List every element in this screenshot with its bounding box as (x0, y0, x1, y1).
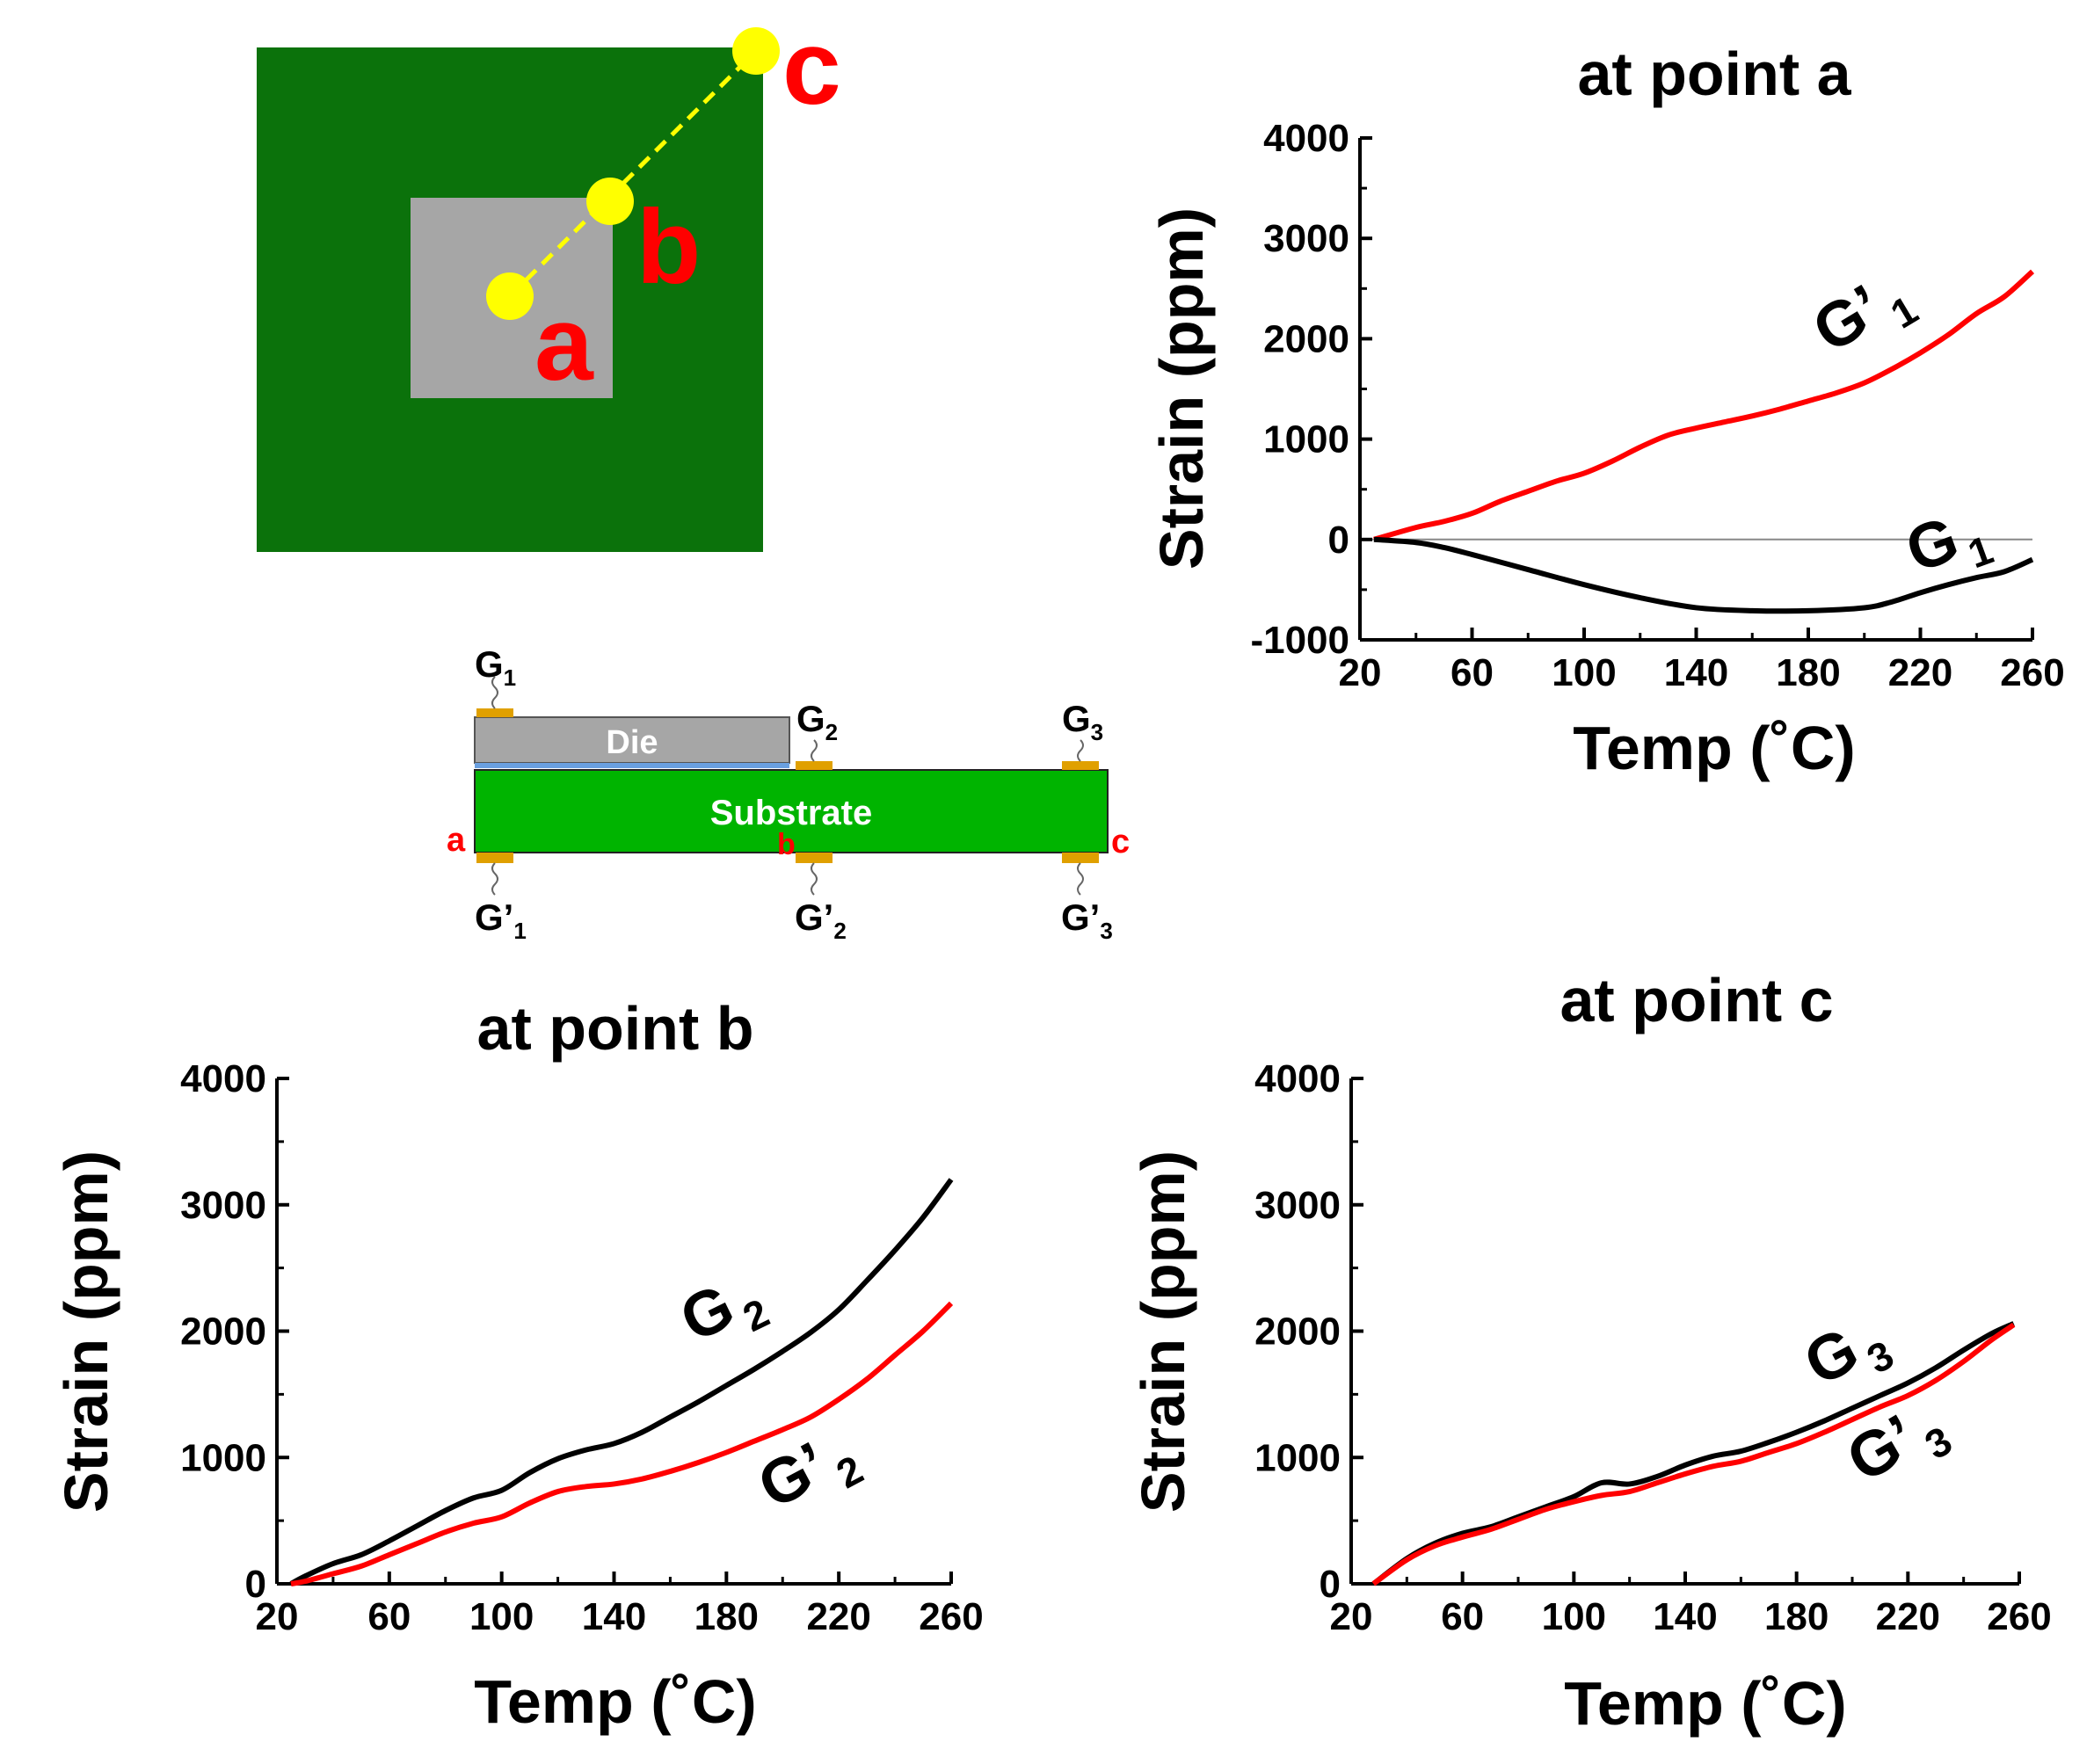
x-tick-label: 100 (1552, 651, 1616, 694)
y-tick-label: 4000 (180, 1057, 266, 1100)
gauge-label-g3-prime: G’3 (1061, 897, 1113, 944)
x-tick-label: 20 (1330, 1595, 1373, 1638)
gauge-wire-g1-prime (491, 862, 498, 896)
series-line-g2 (289, 1178, 954, 1586)
y-axis-label: Strain (ppm) (1147, 207, 1216, 570)
x-tick-label: 220 (806, 1595, 870, 1638)
gauge-label-g2-prime: G’2 (795, 897, 847, 944)
series-label: G1 (1897, 493, 1999, 596)
x-axis-label: Temp (˚C) (1564, 1669, 1846, 1738)
gauge-pad-g3-prime (1062, 853, 1099, 863)
x-tick-label: 140 (582, 1595, 646, 1638)
top-view-schematic: a b c (257, 9, 841, 552)
chart-point-a: -1000 0 1000 2000 3000 4000 20 60 100 140 180 220 26… (1147, 40, 2065, 782)
cross-section-label-c: c (1111, 824, 1130, 860)
gauge-wire-g1 (491, 676, 498, 709)
y-tick-label: 2000 (180, 1310, 266, 1354)
y-tick-label: 2000 (1254, 1310, 1341, 1354)
cross-section-label-b: b (777, 828, 796, 861)
x-tick-label: 140 (1664, 651, 1728, 694)
cross-section-label-a: a (447, 822, 466, 859)
chart-point-b: 0 1000 2000 3000 4000 20 60 100 140 180 220 260 at p… (52, 994, 984, 1736)
die-attach-layer (475, 763, 789, 768)
series-line-g2-prime (290, 1301, 954, 1586)
y-tick-label: 3000 (180, 1184, 266, 1227)
cross-section-schematic: Die Substrate G1 G2 G3 G’1 G’2 G’3 a b c (447, 643, 1130, 944)
x-axis-label: Temp (˚C) (474, 1667, 756, 1736)
gauge-wire-g3-prime (1077, 862, 1084, 896)
x-tick-label: 260 (1987, 1595, 2051, 1638)
point-label-b: b (636, 188, 701, 306)
y-axis-label: Strain (ppm) (1129, 1151, 1197, 1513)
gauge-label-g1-prime: G’1 (475, 897, 527, 944)
gauge-label-g3: G3 (1062, 698, 1103, 745)
chart-point-c: 0 1000 2000 3000 4000 20 60 100 140 180 220 260 at p… (1129, 966, 2052, 1738)
chart-title: at point c (1560, 966, 1833, 1034)
x-tick-label: 180 (1764, 1595, 1829, 1638)
x-tick-label: 60 (367, 1595, 411, 1638)
die-cross-section (474, 716, 790, 764)
series-label: G’1 (1801, 257, 1925, 375)
series-line-g1-prime (1373, 269, 2035, 542)
x-tick-label: 20 (256, 1595, 299, 1638)
substrate-cross-section (474, 769, 1109, 853)
chart-title: at point b (477, 994, 754, 1063)
y-tick-label: 3000 (1263, 217, 1349, 260)
y-tick-label: 4000 (1254, 1057, 1341, 1100)
x-tick-label: 260 (919, 1595, 983, 1638)
x-tick-label: 20 (1339, 651, 1382, 694)
y-tick-label: 1000 (1263, 418, 1349, 461)
y-tick-label: 0 (1328, 519, 1349, 562)
x-tick-label: 100 (1542, 1595, 1606, 1638)
x-tick-label: 60 (1441, 1595, 1484, 1638)
y-tick-label: 3000 (1254, 1184, 1341, 1227)
x-tick-label: 60 (1451, 651, 1494, 694)
gauge-pad-g1-prime (476, 853, 513, 863)
gauge-wire-g3 (1077, 739, 1084, 762)
gauge-pad-g2-prime (796, 853, 833, 863)
series-line-g1 (1373, 536, 2034, 614)
series-label: G2 (670, 1258, 776, 1365)
x-tick-label: 140 (1653, 1595, 1717, 1638)
y-tick-label: 2000 (1263, 317, 1349, 360)
point-b-marker (586, 178, 634, 225)
gauge-wire-g2-prime (811, 862, 818, 896)
x-tick-label: 220 (1888, 651, 1952, 694)
gauge-wire-g2 (811, 739, 818, 762)
gauge-pad-g3 (1062, 761, 1099, 770)
x-tick-label: 180 (1776, 651, 1840, 694)
point-c-marker (732, 27, 780, 75)
point-label-a: a (534, 285, 594, 403)
x-tick-label: 260 (2000, 651, 2064, 694)
diagonal-dashed-line (508, 49, 758, 298)
y-tick-label: 1000 (180, 1436, 266, 1479)
x-tick-label: 100 (469, 1595, 534, 1638)
die-label: Die (606, 724, 658, 761)
point-a-marker (486, 272, 534, 320)
y-tick-label: 0 (1320, 1563, 1341, 1606)
y-tick-label: 4000 (1263, 117, 1349, 160)
chart-title: at point a (1577, 40, 1851, 108)
point-label-c: c (782, 9, 841, 127)
x-axis-label: Temp (˚C) (1573, 714, 1855, 782)
y-tick-label: 1000 (1254, 1436, 1341, 1479)
gauge-pad-g1 (476, 708, 513, 717)
x-tick-label: 220 (1876, 1595, 1940, 1638)
y-tick-label: 0 (245, 1563, 266, 1606)
x-tick-label: 180 (694, 1595, 759, 1638)
gauge-pad-g2 (796, 761, 833, 770)
substrate-label: Substrate (710, 794, 873, 832)
y-tick-label: -1000 (1250, 619, 1349, 662)
series-label: G’2 (747, 1415, 870, 1532)
gauge-label-g2: G2 (796, 698, 838, 745)
y-axis-label: Strain (ppm) (52, 1151, 120, 1513)
series-line-g3-prime (1371, 1322, 2016, 1586)
gauge-label-g1: G1 (475, 643, 516, 691)
